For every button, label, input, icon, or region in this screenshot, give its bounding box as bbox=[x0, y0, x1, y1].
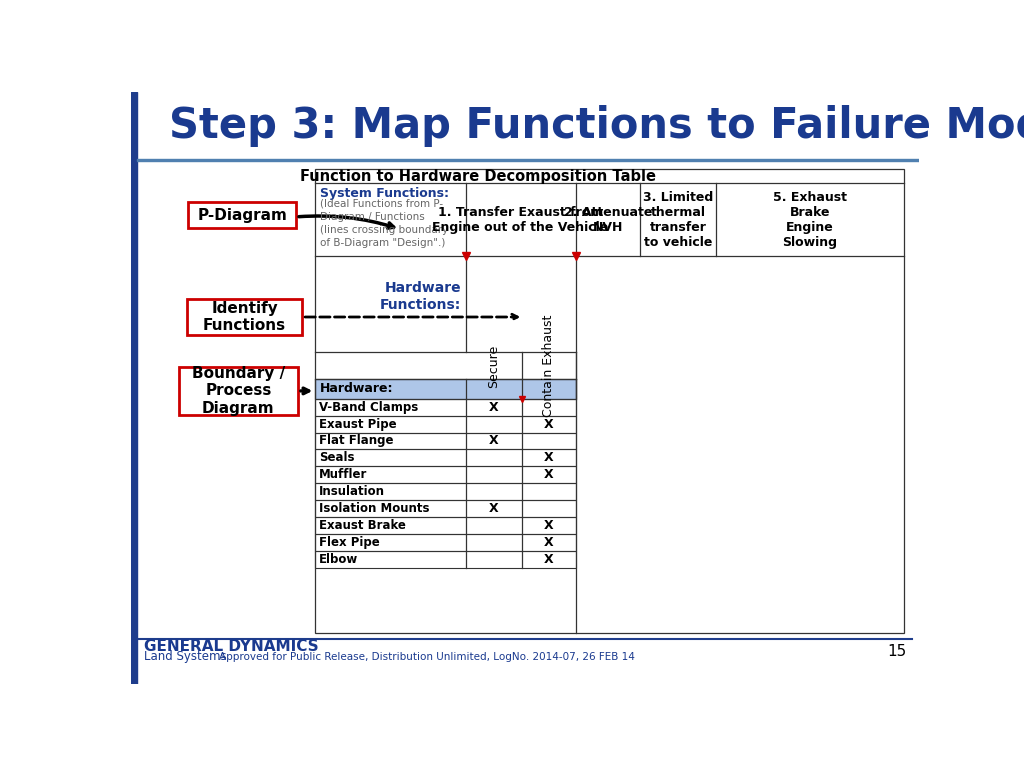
Bar bbox=[315, 415, 575, 432]
Text: Exaust Pipe: Exaust Pipe bbox=[319, 418, 397, 431]
Text: Exaust Brake: Exaust Brake bbox=[319, 519, 407, 532]
Text: Contain Exhaust: Contain Exhaust bbox=[542, 315, 555, 417]
Text: Isolation Mounts: Isolation Mounts bbox=[319, 502, 430, 515]
Text: Approved for Public Release, Distribution Unlimited, LogNo. 2014-07, 26 FEB 14: Approved for Public Release, Distributio… bbox=[219, 651, 635, 661]
Text: Seals: Seals bbox=[319, 452, 354, 465]
Text: Flex Pipe: Flex Pipe bbox=[319, 536, 380, 549]
Text: Boundary /
Process
Diagram: Boundary / Process Diagram bbox=[191, 366, 285, 415]
Text: 2. Attenuate
NVH: 2. Attenuate NVH bbox=[564, 206, 652, 233]
Text: X: X bbox=[544, 553, 554, 566]
Bar bbox=[137, 159, 920, 161]
Bar bbox=[315, 551, 575, 568]
Bar bbox=[315, 399, 575, 415]
Text: Land Systems: Land Systems bbox=[144, 650, 227, 663]
Text: Function to Hardware Decomposition Table: Function to Hardware Decomposition Table bbox=[300, 169, 655, 184]
Bar bbox=[315, 432, 575, 449]
Text: 1. Transfer Exaust from
Engine out of the Vehicle: 1. Transfer Exaust from Engine out of th… bbox=[432, 206, 608, 233]
Text: Hardware
Functions:: Hardware Functions: bbox=[380, 282, 461, 312]
Text: GENERAL DYNAMICS: GENERAL DYNAMICS bbox=[144, 639, 319, 654]
Text: Step 3: Map Functions to Failure Modes: Step 3: Map Functions to Failure Modes bbox=[169, 105, 1024, 147]
FancyBboxPatch shape bbox=[178, 367, 298, 415]
Text: P-Diagram: P-Diagram bbox=[198, 208, 287, 223]
Bar bbox=[315, 379, 575, 399]
Bar bbox=[315, 483, 575, 500]
Bar bbox=[131, 92, 137, 684]
Bar bbox=[315, 169, 904, 634]
Bar bbox=[315, 500, 575, 517]
Text: Identify
Functions: Identify Functions bbox=[203, 301, 286, 333]
Text: X: X bbox=[544, 418, 554, 431]
Bar bbox=[315, 466, 575, 483]
Text: System Functions:: System Functions: bbox=[319, 187, 449, 200]
Text: 3. Limited
thermal
transfer
to vehicle: 3. Limited thermal transfer to vehicle bbox=[643, 190, 713, 249]
Text: Secure: Secure bbox=[487, 344, 500, 388]
Text: X: X bbox=[488, 502, 499, 515]
Text: 15: 15 bbox=[888, 644, 906, 659]
Text: Hardware:: Hardware: bbox=[319, 382, 393, 396]
Text: X: X bbox=[488, 401, 499, 414]
Bar bbox=[315, 449, 575, 466]
FancyBboxPatch shape bbox=[186, 299, 302, 336]
Text: Flat Flange: Flat Flange bbox=[319, 435, 393, 448]
Text: (Ideal Functions from P-
Diagram / Functions
(lines crossing boundary
of B-Diagr: (Ideal Functions from P- Diagram / Funct… bbox=[319, 198, 449, 248]
Bar bbox=[315, 534, 575, 551]
Text: X: X bbox=[544, 519, 554, 532]
Text: X: X bbox=[544, 468, 554, 482]
Text: Elbow: Elbow bbox=[319, 553, 358, 566]
Text: Insulation: Insulation bbox=[319, 485, 385, 498]
Text: X: X bbox=[488, 435, 499, 448]
Text: X: X bbox=[544, 536, 554, 549]
FancyBboxPatch shape bbox=[188, 202, 296, 228]
Text: 5. Exhaust
Brake
Engine
Slowing: 5. Exhaust Brake Engine Slowing bbox=[773, 190, 847, 249]
Bar bbox=[315, 517, 575, 534]
Text: V-Band Clamps: V-Band Clamps bbox=[319, 401, 419, 414]
Text: X: X bbox=[544, 452, 554, 465]
Text: Muffler: Muffler bbox=[319, 468, 368, 482]
